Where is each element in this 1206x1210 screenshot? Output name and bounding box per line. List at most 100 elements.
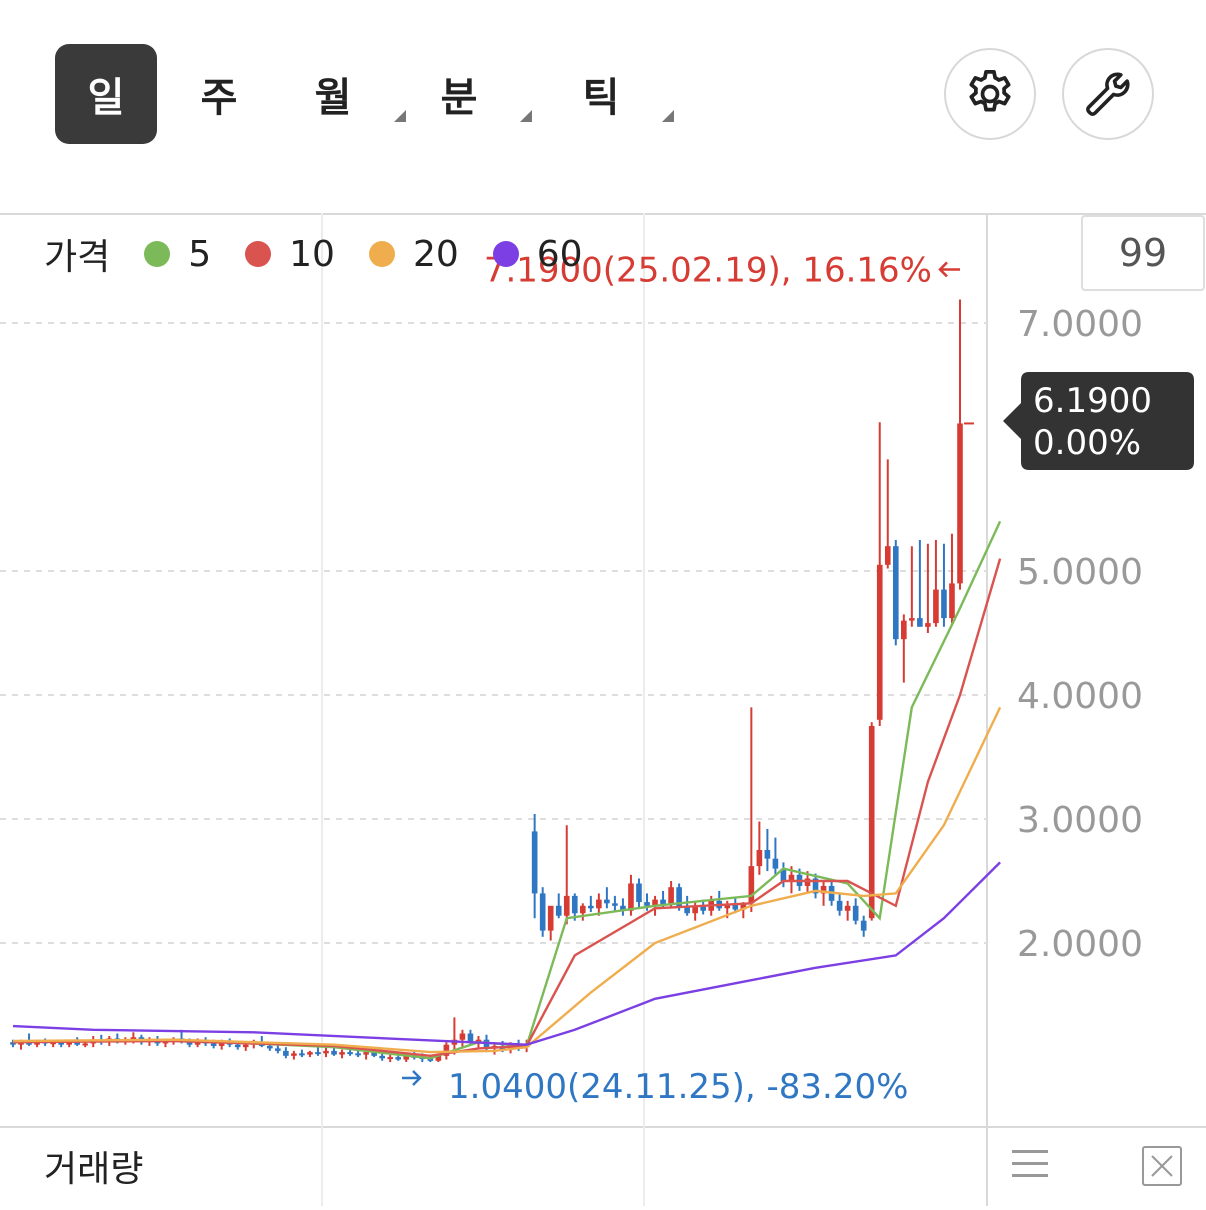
legend-dot-icon [245,241,272,267]
candle-body [909,618,915,621]
current-price-text: 6.1900 0.00% [1033,380,1152,464]
candle-body [676,887,682,908]
tab-tick[interactable]: 틱 [550,44,674,144]
candle-body [387,1057,394,1060]
candle-body [331,1050,337,1055]
tab-day-label: 일 [87,75,125,121]
current-price-change: 0.00% [1033,423,1142,463]
ma-line-5 [12,520,1002,1060]
candle-body [355,1053,361,1056]
candle-body [267,1045,273,1049]
price-chart[interactable]: 7.0000 5.0000 4.0000 3.0000 2.0000 7.1900(25.… [0,213,1206,1206]
candle-body [636,883,642,903]
legend-item-ma10: 10 [245,234,335,275]
dropdown-indicator-icon [662,110,674,122]
candle-body [652,899,658,906]
candle-body [435,1055,442,1061]
ma-line-20 [12,706,1002,1054]
candle-body [291,1053,297,1056]
legend-dot-icon [144,241,171,267]
ma-line-60 [12,861,1001,1046]
candle-body [892,546,899,640]
candle-body [700,905,706,911]
ma-line-10 [12,558,1002,1058]
candle-body [234,1044,241,1048]
candle-body [579,905,586,914]
low-annotation: 1.0400(24.11.25), -83.20% [448,1067,908,1107]
candle-body [764,850,771,859]
candle-body [620,905,626,911]
legend-ma20-label: 20 [412,233,459,275]
dropdown-indicator-icon [394,110,406,122]
legend-item-ma20: 20 [368,233,459,275]
candle-body [539,893,546,931]
candle-body [812,878,819,894]
candle-body [443,1044,450,1056]
candle-body [571,895,578,914]
candle-body [18,1042,24,1045]
period-count-box[interactable]: 99 [1081,215,1205,291]
candle-body [395,1057,402,1060]
candle-body [242,1044,249,1048]
candle-body [836,900,843,911]
candle-body [547,905,554,931]
candle-body [588,905,594,909]
candle-body [692,905,698,914]
candle-body [612,903,618,906]
candle-body [957,423,963,584]
tab-day[interactable]: 일 [55,44,157,144]
candle-body [884,546,891,565]
candle-body [26,1042,32,1045]
tools-button[interactable] [1062,48,1154,140]
candle-body [732,904,739,910]
candle-body [371,1052,377,1056]
price-tag-shape [1003,372,1194,470]
low-arrow-head [412,1070,422,1086]
legend-ma60-label: 60 [536,233,583,275]
candle-body [941,589,947,619]
tab-month-label: 월 [314,75,352,121]
y-tick-label: 4.0000 [1017,676,1143,717]
high-annotation: 7.1900(25.02.19), 16.16% [484,250,932,290]
y-tick-label: 3.0000 [1017,800,1143,841]
candle-body [403,1055,410,1060]
candle-body [315,1052,321,1055]
wrench-icon [1086,72,1130,116]
tab-week[interactable]: 주 [168,44,270,144]
candle-body [82,1043,89,1046]
candle-body [347,1052,353,1055]
settings-button[interactable] [944,48,1036,140]
candle-body [844,905,851,911]
candle-body [10,1042,16,1045]
gear-icon [969,69,1011,112]
candle-body [323,1050,329,1054]
candle-body [644,902,650,906]
candle-body [307,1052,313,1055]
candle-body [804,878,811,886]
candle-body [748,866,755,904]
candle-body [299,1053,305,1056]
period-count-value: 99 [1118,231,1168,275]
tab-month[interactable]: 월 [282,44,406,144]
close-icon [1151,1155,1173,1177]
candle-body [218,1042,225,1046]
candle-body [917,618,923,627]
volume-close-button[interactable] [1142,1146,1182,1186]
dropdown-indicator-icon [520,110,532,122]
volume-menu-icon[interactable] [1012,1150,1048,1186]
legend-price-label: 가격 [44,237,111,278]
candle-body [772,858,779,869]
tab-minute[interactable]: 분 [408,44,532,144]
candle-body [860,920,867,931]
candle-body [379,1055,385,1059]
candle-body [186,1042,193,1045]
candle-body [339,1052,345,1055]
candle-body [427,1058,434,1061]
current-price-tag: 6.1900 0.00% [1003,372,1194,470]
candle-body [876,564,883,720]
legend-item-ma5: 5 [144,234,211,275]
candle-body [780,868,787,881]
legend-ma10-label: 10 [289,233,335,275]
candle-body [740,903,747,910]
candle-body [820,885,827,894]
